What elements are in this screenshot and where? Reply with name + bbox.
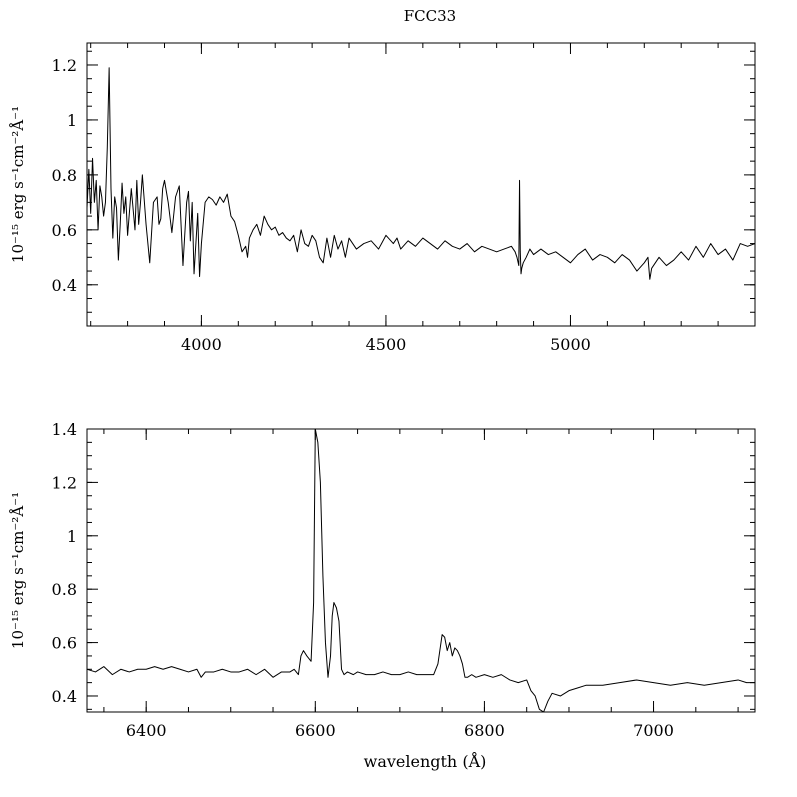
y-tick-label: 0.8: [52, 166, 77, 185]
plot-frame: [86, 428, 756, 713]
y-tick-label: 0.4: [52, 276, 77, 295]
figure-title: FCC33: [404, 7, 456, 25]
x-axis-label: wavelength (Å): [364, 751, 487, 771]
y-axis-label: 10⁻¹⁵ erg s⁻¹cm⁻²Å⁻¹: [9, 492, 27, 649]
x-tick-label: 6400: [126, 721, 167, 740]
top-spectrum-panel: 4000 4500 5000 0.4 0.6 0.8 1 1.2 10⁻¹⁵ erg s⁻¹cm…: [9, 42, 756, 354]
y-tick-label: 1.2: [52, 56, 77, 75]
y-tick-label: 1.2: [52, 473, 77, 492]
x-tick-label: 6600: [295, 721, 336, 740]
spectrum-line: [87, 429, 755, 712]
x-tick-label: 4000: [181, 335, 222, 354]
spectrum-line: [87, 67, 755, 280]
y-tick-label: 0.4: [52, 687, 77, 706]
plot-frame: [86, 42, 756, 327]
y-tick-label: 0.6: [52, 221, 77, 240]
y-tick-label: 0.6: [52, 634, 77, 653]
x-tick-label: 5000: [550, 335, 591, 354]
y-tick-label: 1.4: [52, 420, 77, 439]
x-tick-label: 7000: [633, 721, 674, 740]
bottom-spectrum-panel: 6400 6600 6800 7000 0.4 0.6 0.8 1 1.2 1.4 10⁻¹⁵ er…: [9, 420, 756, 771]
y-axis-label: 10⁻¹⁵ erg s⁻¹cm⁻²Å⁻¹: [9, 106, 27, 263]
x-tick-label: 6800: [464, 721, 505, 740]
y-tick-label: 1: [67, 111, 77, 130]
x-tick-label: 4500: [366, 335, 407, 354]
y-tick-label: 1: [67, 527, 77, 546]
y-tick-label: 0.8: [52, 580, 77, 599]
